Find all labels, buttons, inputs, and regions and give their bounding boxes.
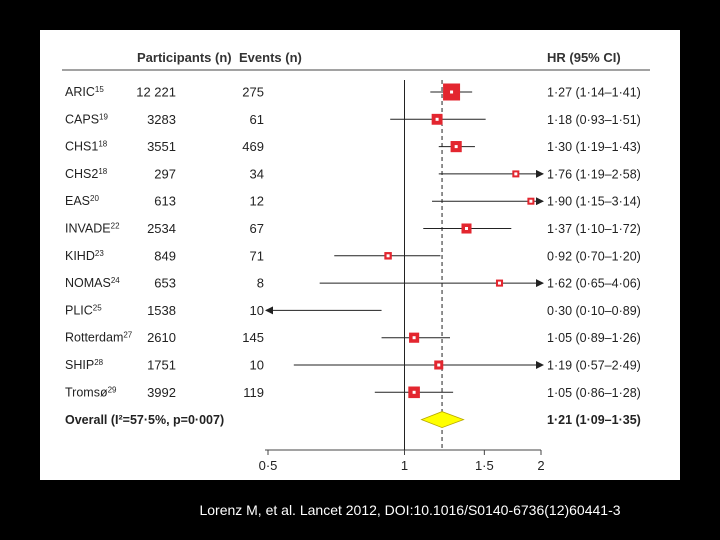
x-axis: 0·5 1 1·5 2 — [259, 450, 545, 473]
hr-ci-label: 1·37 (1·10–1·72) — [547, 222, 641, 236]
study-row: CHS118 3551 469 1·30 (1·19–1·43) — [65, 139, 641, 154]
study-name: NOMAS24 — [65, 276, 120, 291]
participants-value: 653 — [154, 276, 176, 291]
events-value: 67 — [250, 221, 264, 236]
point-center — [498, 281, 502, 285]
study-name: CHS118 — [65, 139, 108, 154]
participants-value: 2610 — [147, 330, 176, 345]
study-row: ARIC15 12 221 275 1·27 (1·14–1·41) — [65, 83, 641, 101]
study-name: Rotterdam27 — [65, 330, 133, 345]
events-value: 275 — [242, 85, 264, 100]
forest-plot: Participants (n) Events (n) HR (95% CI) … — [62, 50, 650, 473]
participants-value: 3992 — [147, 385, 176, 400]
hr-ci-label: 1·30 (1·19–1·43) — [547, 140, 641, 154]
study-row: SHIP28 1751 10 1·19 (0·57–2·49) — [65, 358, 641, 373]
hr-ci-label: 0·92 (0·70–1·20) — [547, 249, 641, 263]
events-value: 469 — [242, 139, 264, 154]
point-center — [454, 145, 458, 149]
point-center — [514, 172, 518, 176]
point-center — [412, 390, 416, 394]
study-name: INVADE22 — [65, 221, 120, 236]
events-value: 8 — [257, 276, 264, 291]
participants-value: 613 — [154, 194, 176, 209]
study-row: CAPS19 3283 61 1·18 (0·93–1·51) — [65, 112, 641, 127]
point-center — [412, 336, 416, 340]
events-value: 12 — [250, 194, 264, 209]
study-name: Tromsø29 — [65, 385, 117, 400]
events-value: 10 — [250, 358, 264, 373]
events-value: 61 — [250, 112, 264, 127]
x-tick-label: 1 — [401, 458, 408, 473]
participants-value: 3551 — [147, 139, 176, 154]
study-name: CHS218 — [65, 166, 108, 181]
study-row: NOMAS24 653 8 1·62 (0·65–4·06) — [65, 276, 641, 291]
hr-ci-header: HR (95% CI) — [547, 50, 621, 65]
study-name: SHIP28 — [65, 358, 104, 373]
point-center — [529, 199, 533, 203]
study-row: EAS20 613 12 1·90 (1·15–3·14) — [65, 194, 641, 209]
study-rows: ARIC15 12 221 275 1·27 (1·14–1·41) CAPS19 328… — [65, 80, 641, 450]
participants-value: 849 — [154, 248, 176, 263]
study-name: CAPS19 — [65, 112, 108, 127]
study-row: Rotterdam27 2610 145 1·05 (0·89–1·26) — [65, 330, 641, 345]
participants-value: 2534 — [147, 221, 176, 236]
forest-plot-panel: Participants (n) Events (n) HR (95% CI) … — [40, 30, 680, 480]
hr-ci-label: 1·27 (1·14–1·41) — [547, 86, 641, 100]
study-row: PLIC25 1538 10 0·30 (0·10–0·89) — [65, 303, 641, 318]
study-row: Tromsø29 3992 119 1·05 (0·86–1·28) — [65, 385, 641, 400]
participants-value: 1751 — [147, 358, 176, 373]
hr-ci-label: 1·18 (0·93–1·51) — [547, 113, 641, 127]
x-tick-label: 1·5 — [475, 458, 494, 473]
hr-ci-label: 1·19 (0·57–2·49) — [547, 359, 641, 373]
point-center — [464, 227, 468, 230]
hr-ci-label: 1·62 (0·65–4·06) — [547, 277, 641, 291]
events-value: 34 — [250, 166, 264, 181]
study-name: EAS20 — [65, 194, 99, 209]
point-center — [437, 363, 441, 367]
study-row: CHS218 297 34 1·76 (1·19–2·58) — [65, 166, 641, 181]
hr-ci-label: 0·30 (0·10–0·89) — [547, 304, 641, 318]
x-tick-label: 0·5 — [259, 458, 278, 473]
overall-hr-ci: 1·21 (1·09–1·35) — [547, 413, 641, 427]
events-header: Events (n) — [239, 50, 302, 65]
study-name: ARIC15 — [65, 85, 104, 100]
study-name: PLIC25 — [65, 303, 102, 318]
study-row: KIHD23 849 71 0·92 (0·70–1·20) — [65, 248, 641, 263]
hr-ci-label: 1·76 (1·19–2·58) — [547, 167, 641, 181]
events-value: 145 — [242, 330, 264, 345]
citation: Lorenz M, et al. Lancet 2012, DOI:10.101… — [199, 502, 621, 518]
participants-value: 1538 — [147, 303, 176, 318]
point-center — [450, 90, 454, 94]
overall-diamond — [420, 411, 465, 429]
hr-ci-label: 1·05 (0·86–1·28) — [547, 386, 641, 400]
x-tick-label: 2 — [537, 458, 544, 473]
point-center — [386, 254, 390, 258]
study-name: KIHD23 — [65, 248, 104, 262]
overall-row: Overall (I²=57·5%, p=0·007) 1·21 (1·09–1·… — [65, 411, 641, 429]
participants-header: Participants (n) — [137, 50, 232, 65]
hr-ci-label: 1·90 (1·15–3·14) — [547, 195, 641, 209]
hr-ci-label: 1·05 (0·89–1·26) — [547, 331, 641, 345]
participants-value: 297 — [154, 166, 176, 181]
point-center — [435, 117, 439, 121]
overall-label: Overall (I²=57·5%, p=0·007) — [65, 413, 224, 427]
participants-value: 12 221 — [136, 85, 176, 100]
events-value: 71 — [250, 248, 264, 263]
events-value: 10 — [250, 303, 264, 318]
events-value: 119 — [243, 385, 264, 400]
study-row: INVADE22 2534 67 1·37 (1·10–1·72) — [65, 221, 641, 236]
participants-value: 3283 — [147, 112, 176, 127]
